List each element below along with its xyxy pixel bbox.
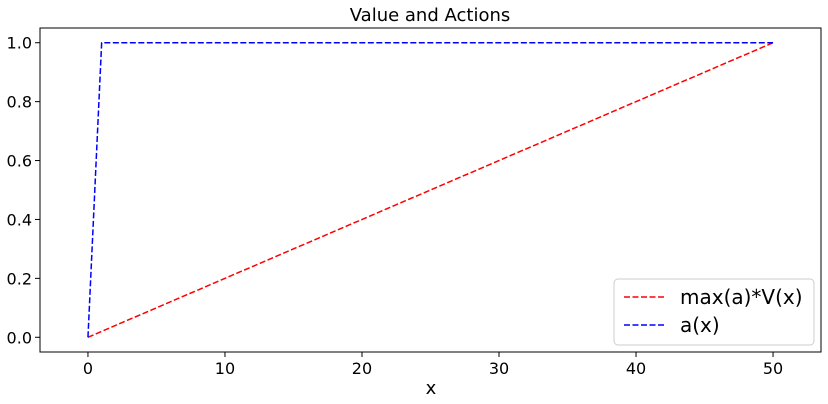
y-tick-label: 0.6 — [7, 152, 32, 171]
chart-title: Value and Actions — [350, 5, 511, 26]
y-tick-label: 1.0 — [7, 34, 32, 53]
legend-items: max(a)*V(x) a(x) — [624, 285, 803, 337]
x-tick-label: 10 — [215, 359, 235, 378]
ticks-layer: 0 10 20 30 40 50 0.0 0.2 0.4 0.6 0.8 1.0 — [7, 34, 784, 378]
y-tick-label: 0.4 — [7, 210, 32, 229]
plot-frame — [39, 27, 822, 353]
y-tick-label: 0.0 — [7, 328, 32, 347]
x-tick-label: 0 — [83, 359, 93, 378]
y-tick-label: 0.8 — [7, 93, 32, 112]
x-tick-label: 40 — [626, 359, 646, 378]
plot-area: 0 10 20 30 40 50 0.0 0.2 0.4 0.6 0.8 1.0 — [7, 27, 822, 378]
x-axis-label: x — [426, 378, 437, 399]
legend-label-1: a(x) — [680, 313, 720, 337]
x-tick-label: 30 — [489, 359, 509, 378]
x-tick-label: 20 — [352, 359, 372, 378]
series-line-0 — [87, 42, 774, 338]
legend-label-0: max(a)*V(x) — [680, 285, 803, 309]
series-line-1 — [87, 41, 774, 338]
legend-box — [613, 278, 815, 346]
legend: max(a)*V(x) a(x) — [613, 278, 815, 346]
x-tick-label: 50 — [763, 359, 783, 378]
y-tick-label: 0.2 — [7, 269, 32, 288]
series-layer — [87, 41, 774, 338]
